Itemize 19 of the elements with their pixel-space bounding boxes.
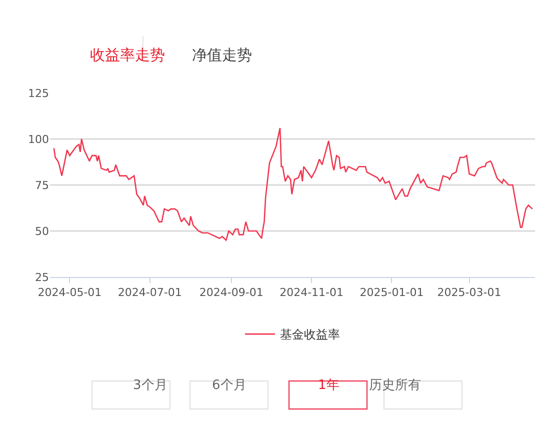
y-tick-label: 100 (28, 132, 49, 146)
x-tick-label: 2024-07-01 (118, 286, 182, 300)
y-tick-label: 125 (28, 86, 49, 100)
x-tick-label: 2024-05-01 (38, 286, 102, 300)
text: 1年 (318, 378, 340, 393)
x-tick-label: 2024-09-01 (199, 286, 264, 300)
line-series (53, 127, 534, 241)
text: 6个月 (212, 378, 246, 393)
legend-label: 基金收益率 (280, 328, 340, 342)
text: 3个月 (133, 378, 168, 393)
y-tick-label: 75 (35, 178, 49, 192)
text: 净值走势 (192, 46, 252, 64)
y-tick-label: 25 (35, 270, 49, 284)
y-tick-label: 50 (35, 224, 49, 238)
text: 历史所有 (369, 378, 421, 393)
x-tick-label: 2024-11-01 (280, 286, 344, 300)
text: 收益率走势 (90, 46, 165, 64)
x-tick-label: 2025-01-01 (360, 286, 424, 300)
x-tick-label: 2025-03-01 (437, 286, 502, 300)
